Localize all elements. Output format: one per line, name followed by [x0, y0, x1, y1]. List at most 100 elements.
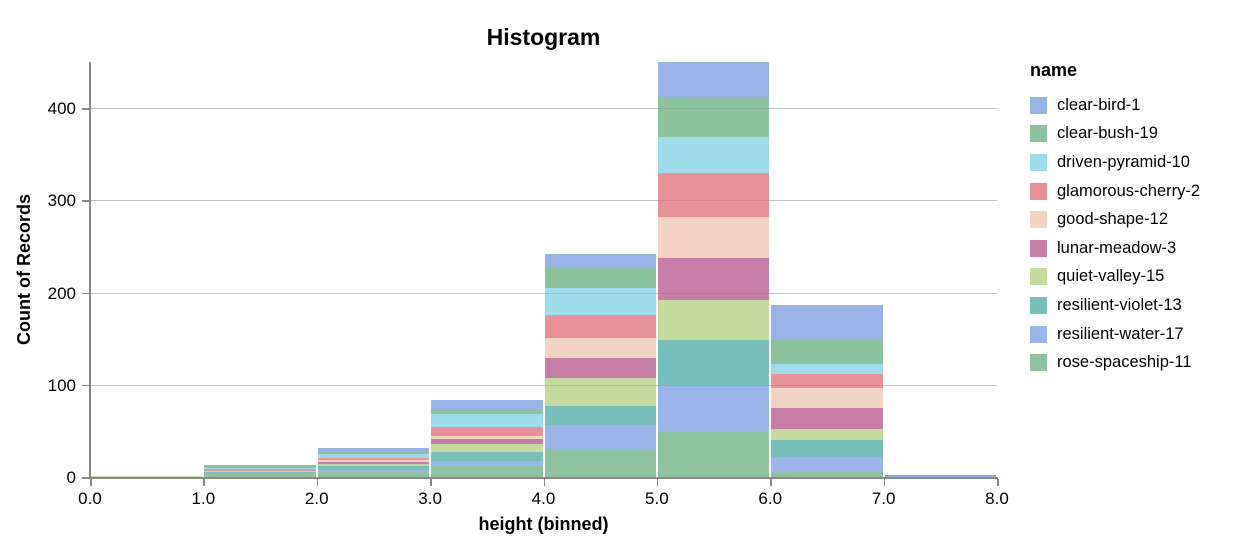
bar-segment-resilient-water-17[interactable]	[317, 469, 430, 473]
bar-segment-resilient-violet-13[interactable]	[431, 452, 543, 462]
bar-segment-glamorous-cherry-2[interactable]	[317, 457, 430, 461]
bar-segment-clear-bird-1[interactable]	[657, 62, 770, 98]
bar-segment-clear-bird-1[interactable]	[544, 253, 656, 268]
bar-segment-driven-pyramid-10[interactable]	[771, 363, 883, 374]
bar-segment-clear-bush-19[interactable]	[317, 452, 430, 454]
legend-title: name	[1030, 60, 1078, 80]
bar-segment-clear-bird-1[interactable]	[204, 465, 316, 466]
bar-segment-resilient-water-17[interactable]	[884, 476, 996, 477]
bar-segment-quiet-valley-15[interactable]	[317, 464, 430, 466]
gridline-y-100	[90, 384, 997, 386]
bar-segment-resilient-water-17[interactable]	[657, 384, 770, 432]
bar-segment-good-shape-12[interactable]	[771, 388, 883, 408]
legend-swatch-icon	[1030, 325, 1047, 343]
bar-segment-resilient-violet-13[interactable]	[771, 440, 883, 457]
gridline-overlay-y-200	[90, 292, 997, 294]
legend-item-glamorous-cherry-2[interactable]: glamorous-cherry-2	[1030, 177, 1200, 206]
bar-segment-quiet-valley-15[interactable]	[91, 476, 203, 477]
bar-segment-rose-spaceship-11[interactable]	[657, 431, 770, 477]
bar-segment-resilient-water-17[interactable]	[431, 461, 543, 466]
bar-segment-resilient-violet-13[interactable]	[204, 472, 316, 475]
bar-segment-clear-bush-19[interactable]	[204, 465, 316, 468]
histogram-bar-3-4[interactable]	[431, 400, 543, 477]
y-tick-200	[82, 292, 89, 295]
legend-item-rose-spaceship-11[interactable]: rose-spaceship-11	[1030, 348, 1200, 377]
gridline-y-300	[90, 200, 997, 202]
bar-segment-driven-pyramid-10[interactable]	[204, 467, 316, 469]
histogram-bar-6-7[interactable]	[771, 305, 883, 477]
bar-segment-lunar-meadow-3[interactable]	[431, 439, 543, 444]
bar-segment-clear-bush-19[interactable]	[657, 97, 770, 137]
bar-segment-glamorous-cherry-2[interactable]	[544, 314, 656, 338]
bar-segment-quiet-valley-15[interactable]	[544, 378, 656, 406]
bar-segment-clear-bush-19[interactable]	[771, 339, 883, 364]
legend-swatch-icon	[1030, 211, 1047, 229]
bar-segment-glamorous-cherry-2[interactable]	[657, 172, 770, 217]
legend-label: rose-spaceship-11	[1057, 353, 1192, 372]
bar-segment-glamorous-cherry-2[interactable]	[431, 427, 543, 437]
bar-segment-clear-bush-19[interactable]	[544, 267, 656, 288]
bar-segment-good-shape-12[interactable]	[204, 470, 316, 472]
x-tick-4.0	[543, 479, 545, 486]
bar-segment-lunar-meadow-3[interactable]	[884, 475, 996, 477]
gridline-overlay-y-100	[90, 384, 997, 386]
legend-item-clear-bird-1[interactable]: clear-bird-1	[1030, 91, 1200, 120]
legend-swatch-icon	[1030, 354, 1047, 372]
bar-segment-clear-bird-1[interactable]	[317, 448, 430, 453]
legend-label: resilient-violet-13	[1057, 295, 1182, 314]
bar-segment-resilient-water-17[interactable]	[544, 425, 656, 450]
legend-item-resilient-water-17[interactable]: resilient-water-17	[1030, 320, 1200, 349]
bar-segment-good-shape-12[interactable]	[657, 216, 770, 259]
bar-segment-glamorous-cherry-2[interactable]	[771, 373, 883, 389]
bar-segment-driven-pyramid-10[interactable]	[544, 287, 656, 315]
bar-segment-quiet-valley-15[interactable]	[204, 471, 316, 473]
bar-segment-resilient-violet-13[interactable]	[317, 465, 430, 470]
gridline-y-400	[90, 108, 997, 110]
bar-segment-lunar-meadow-3[interactable]	[544, 358, 656, 379]
bar-segment-rose-spaceship-11[interactable]	[204, 474, 316, 477]
bar-segment-good-shape-12[interactable]	[317, 460, 430, 463]
bar-segment-good-shape-12[interactable]	[431, 436, 543, 440]
legend-item-resilient-violet-13[interactable]: resilient-violet-13	[1030, 291, 1200, 320]
bar-segment-quiet-valley-15[interactable]	[431, 443, 543, 453]
bar-segment-driven-pyramid-10[interactable]	[317, 453, 430, 458]
histogram-bar-2-3[interactable]	[317, 448, 430, 477]
bar-segment-rose-spaceship-11[interactable]	[771, 472, 883, 477]
legend-label: glamorous-cherry-2	[1057, 181, 1201, 200]
bar-segment-driven-pyramid-10[interactable]	[431, 414, 543, 428]
bar-segment-resilient-violet-13[interactable]	[657, 339, 770, 385]
x-tick-2.0	[316, 479, 319, 486]
x-axis-title: height (binned)	[478, 514, 609, 534]
y-axis-line	[89, 62, 91, 477]
x-tick-label-3.0: 3.0	[418, 489, 442, 508]
bar-segment-rose-spaceship-11[interactable]	[431, 465, 543, 477]
bar-segment-lunar-meadow-3[interactable]	[657, 258, 770, 300]
legend-item-lunar-meadow-3[interactable]: lunar-meadow-3	[1030, 234, 1200, 263]
legend-item-driven-pyramid-10[interactable]: driven-pyramid-10	[1030, 148, 1200, 177]
bar-segment-clear-bird-1[interactable]	[771, 305, 883, 340]
bar-segment-clear-bird-1[interactable]	[431, 400, 543, 409]
legend-label: driven-pyramid-10	[1057, 152, 1190, 171]
histogram-bar-7-8[interactable]	[884, 475, 996, 477]
histogram-bar-0-1[interactable]	[91, 476, 203, 477]
bar-segment-rose-spaceship-11[interactable]	[544, 449, 656, 477]
histogram-bar-5-6[interactable]	[657, 62, 770, 477]
legend-item-good-shape-12[interactable]: good-shape-12	[1030, 205, 1200, 234]
bar-segment-lunar-meadow-3[interactable]	[317, 462, 430, 465]
bar-segment-clear-bush-19[interactable]	[431, 408, 543, 415]
legend-item-quiet-valley-15[interactable]: quiet-valley-15	[1030, 263, 1200, 292]
histogram-bar-1-2[interactable]	[204, 465, 316, 477]
bar-segment-rose-spaceship-11[interactable]	[317, 472, 430, 477]
x-tick-label-4.0: 4.0	[531, 489, 556, 508]
bar-segment-lunar-meadow-3[interactable]	[771, 407, 883, 430]
bar-segment-quiet-valley-15[interactable]	[771, 429, 883, 441]
bar-segment-resilient-violet-13[interactable]	[544, 405, 656, 426]
bar-segment-quiet-valley-15[interactable]	[657, 299, 770, 340]
legend-item-clear-bush-19[interactable]: clear-bush-19	[1030, 120, 1200, 149]
y-tick-label-0: 0	[66, 468, 76, 487]
histogram-bar-4-5[interactable]	[544, 253, 656, 477]
bar-segment-driven-pyramid-10[interactable]	[657, 136, 770, 173]
bar-segment-resilient-water-17[interactable]	[771, 456, 883, 473]
bar-segment-good-shape-12[interactable]	[544, 337, 656, 359]
bar-segment-glamorous-cherry-2[interactable]	[204, 468, 316, 471]
